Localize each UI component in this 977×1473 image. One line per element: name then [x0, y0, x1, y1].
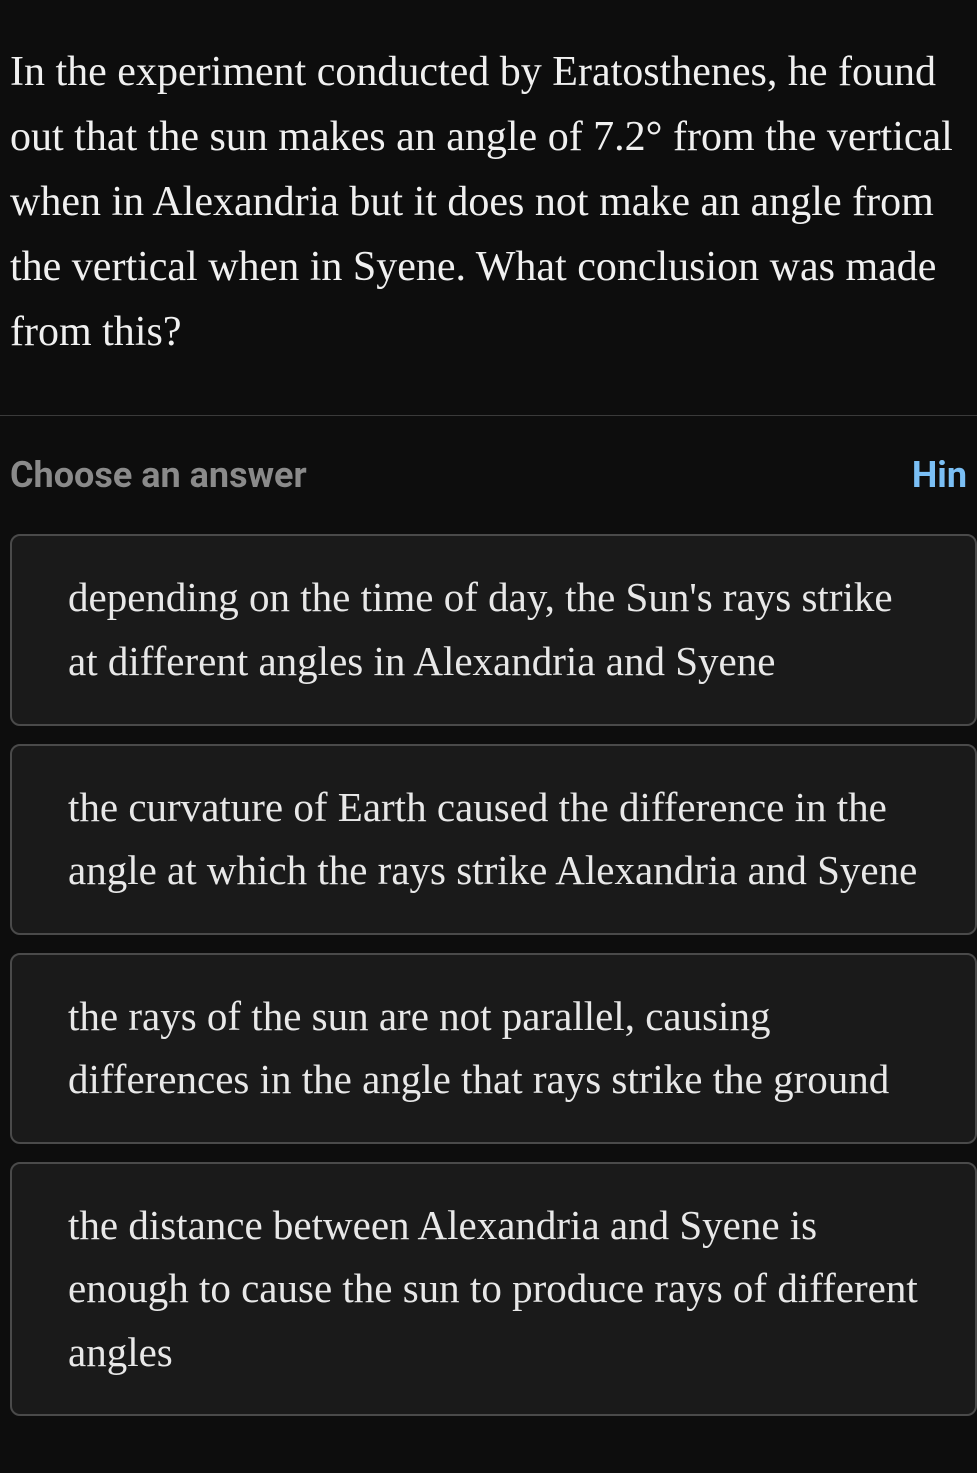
choose-answer-label: Choose an answer — [10, 454, 307, 496]
answer-option[interactable]: the curvature of Earth caused the differ… — [10, 744, 977, 935]
answer-text: the curvature of Earth caused the differ… — [68, 776, 925, 903]
answer-option[interactable]: the rays of the sun are not parallel, ca… — [10, 953, 977, 1144]
answer-option[interactable]: depending on the time of day, the Sun's … — [10, 534, 977, 725]
answers-list: depending on the time of day, the Sun's … — [0, 534, 977, 1416]
question-area: In the experiment conducted by Eratosthe… — [0, 0, 977, 415]
prompt-row: Choose an answer Hin — [0, 416, 977, 534]
hint-link[interactable]: Hin — [912, 454, 967, 496]
answer-option[interactable]: the distance between Alexandria and Syen… — [10, 1162, 977, 1417]
answer-text: the distance between Alexandria and Syen… — [68, 1194, 925, 1385]
answer-text: depending on the time of day, the Sun's … — [68, 566, 925, 693]
question-text: In the experiment conducted by Eratosthe… — [10, 40, 967, 365]
answer-text: the rays of the sun are not parallel, ca… — [68, 985, 925, 1112]
